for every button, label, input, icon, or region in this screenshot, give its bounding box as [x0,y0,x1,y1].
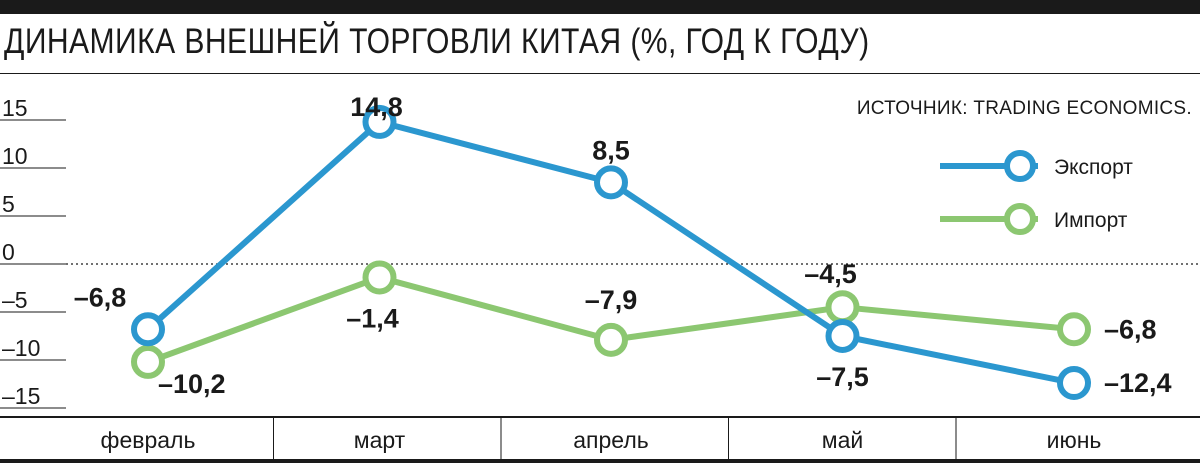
legend: Экспорт Импорт [940,150,1133,235]
x-category-label: март [354,427,406,453]
data-label-export: 14,8 [350,92,403,122]
y-tick-label: –5 [2,287,28,313]
legend-import-marker [1004,203,1036,235]
data-point-import [131,344,165,379]
data-point-import [362,260,397,295]
y-tick-label: 15 [2,95,28,121]
x-category-label: май [822,427,863,453]
y-tick-label: 10 [2,143,28,169]
title-rule [0,73,1200,74]
y-tick-label: –15 [2,383,40,409]
x-category-label: апрель [573,427,648,453]
data-label-import: –7,9 [585,285,638,315]
data-label-export: –12,4 [1104,368,1172,398]
label-layer: –6,8 14,8 8,5 –7,5 –12,4 –10,2 –1,4 –7,9 –4,5 –6,… [74,92,1172,399]
data-point-export [825,319,860,353]
data-label-import: –6,8 [1104,314,1157,344]
data-label-import: –1,4 [346,303,399,333]
data-label-import: –10,2 [158,369,226,399]
data-point-export [594,165,628,200]
legend-import-label: Импорт [1054,209,1128,232]
x-category-label: июнь [1047,427,1102,453]
y-tick-label: –10 [2,335,40,361]
chart-title: ДИНАМИКА ВНЕШНЕЙ ТОРГОВЛИ КИТАЯ (%, ГОД … [4,22,870,61]
x-category-label: февраль [101,427,196,453]
axis-layer: 15 10 5 0 –5 –10 –15 февраль март апрель май июнь [0,95,1200,463]
data-point-import [1057,312,1091,347]
legend-export-marker [1004,150,1036,182]
data-point-import [594,322,628,357]
legend-export-label: Экспорт [1054,156,1133,179]
source-note: ИСТОЧНИК: TRADING ECONOMICS. [857,98,1192,119]
y-tick-label: 0 [2,239,15,265]
data-label-import: –4,5 [804,259,857,289]
data-point-export [362,104,397,139]
top-rule [0,0,1200,14]
y-tick-label: 5 [2,191,15,217]
data-point-import [825,290,860,325]
data-label-export: 8,5 [592,135,630,165]
data-point-export [131,312,165,347]
data-label-export: –7,5 [816,362,869,392]
data-label-export: –6,8 [74,282,127,312]
series-layer [131,104,1091,401]
data-point-export [1057,366,1091,401]
